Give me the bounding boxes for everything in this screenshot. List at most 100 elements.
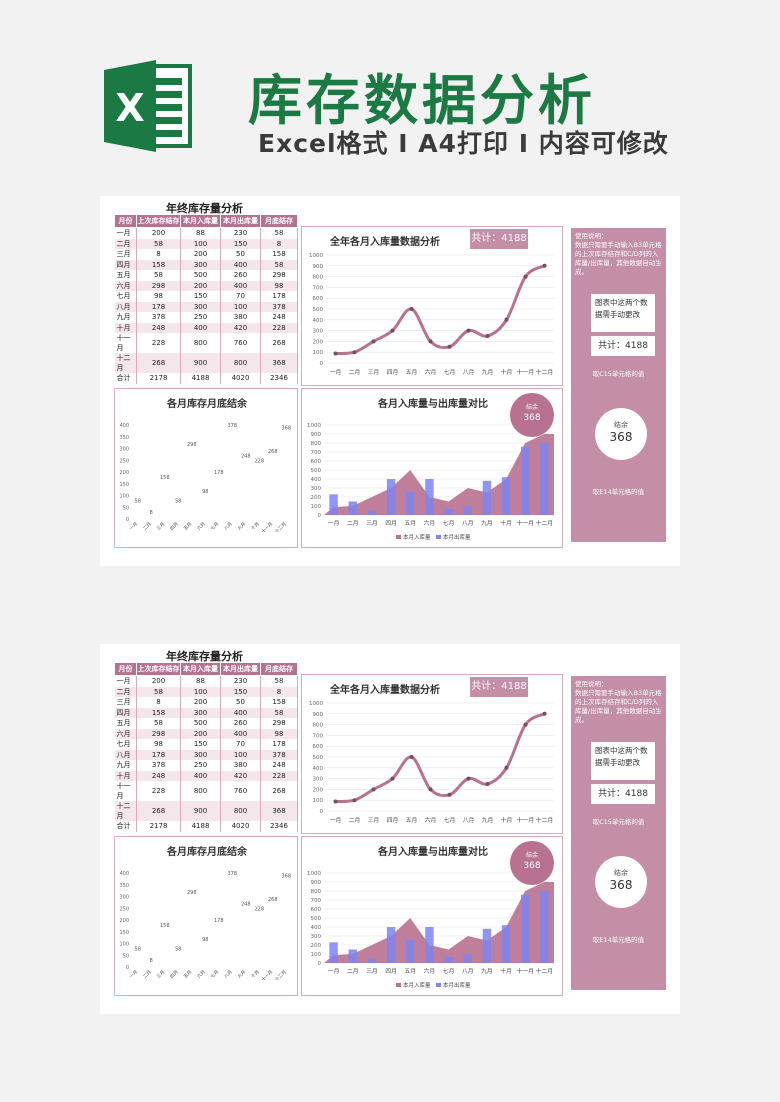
table-cell: 368 [260, 801, 298, 821]
x-tick-label: 十一月 [517, 368, 534, 376]
y-tick-label: 400 [313, 766, 324, 772]
legend-outbound: 本月出库量 [443, 533, 471, 541]
data-point [447, 344, 452, 349]
x-tick-label: 四月 [385, 968, 397, 975]
bubble-label: 结余 [526, 851, 538, 859]
y-tick-label: 0 [126, 517, 129, 523]
y-tick-label: 600 [313, 296, 324, 302]
y-tick-label: 900 [313, 264, 324, 270]
table-cell: 400 [220, 259, 261, 270]
table-cell: 800 [180, 781, 221, 801]
total-box: 共计：4188 [470, 229, 528, 249]
table-row: 一月 200 88 230 58 [114, 227, 298, 239]
legend-swatch-outbound [436, 983, 441, 987]
y-tick-label: 700 [313, 285, 324, 291]
bar-value-label: 158 [160, 475, 170, 481]
bar [254, 913, 264, 967]
table-cell: 七月 [114, 291, 137, 302]
line-chart: 0 100 200 300 400 500 600 700 800 900 1000 一月 二月 三月 四月… [309, 701, 554, 824]
x-tick-label: 十月 [501, 816, 513, 824]
table-cell: 268 [260, 781, 298, 801]
x-tick-label: 九月 [236, 520, 247, 531]
table-cell: 760 [220, 781, 261, 801]
table-cell: 150 [220, 686, 261, 697]
table-cell: 300 [180, 301, 221, 312]
x-tick-label: 三月 [156, 969, 167, 980]
table-cell: 298 [260, 718, 298, 729]
table-row: 四月 158 300 400 58 [114, 259, 298, 270]
y-tick-label: 0 [320, 361, 324, 367]
table-cell: 150 [180, 291, 221, 302]
bar-value-label: 248 [241, 454, 251, 460]
bar [227, 430, 237, 519]
y-tick-label: 400 [119, 871, 129, 877]
x-tick-label: 四月 [387, 817, 399, 824]
x-tick-label: 六月 [195, 520, 206, 531]
table-cell: 150 [220, 238, 261, 249]
total-box: 共计：4188 [470, 677, 528, 697]
table-cell: 248 [136, 770, 181, 781]
table-cell: 58 [260, 707, 298, 718]
balance-label: 结余 [614, 869, 628, 877]
table-cell: 98 [260, 280, 298, 291]
table-cell: 十一月 [114, 333, 137, 353]
table-cell: 2178 [136, 373, 181, 384]
data-point [504, 765, 509, 770]
instructions-sidebar: 使用说明： 数据只需要手动输入B3单元格的上次库存结存和C/D列的入库量/出库量… [571, 676, 666, 990]
inbound-line [334, 264, 546, 356]
x-tick-label: 七月 [209, 968, 220, 979]
outbound-bar [386, 479, 396, 515]
outbound-bar [501, 477, 511, 515]
table-row: 七月 98 150 70 178 [114, 739, 298, 750]
outbound-bar [367, 510, 377, 515]
table-cell: 三月 [114, 249, 137, 260]
balance-bubble [510, 841, 554, 885]
x-tick-label: 七月 [444, 368, 456, 376]
table-cell: 4020 [220, 821, 261, 832]
x-tick-label: 一月 [129, 521, 140, 532]
y-tick-label: 600 [311, 907, 322, 913]
table-cell: 70 [220, 291, 261, 302]
table-cell: 178 [260, 291, 298, 302]
x-tick-label: 四月 [169, 521, 180, 532]
table-cell: 500 [180, 718, 221, 729]
table-cell: 298 [260, 270, 298, 281]
table-cell: 900 [180, 801, 221, 821]
y-tick-label: 300 [311, 934, 322, 940]
y-tick-label: 350 [119, 883, 129, 889]
column-header: 月底结存 [260, 662, 298, 676]
data-point [466, 776, 471, 781]
bar [241, 460, 251, 519]
bar-value-label: 58 [135, 498, 141, 504]
y-tick-label: 400 [311, 925, 322, 931]
y-tick-label: 1000 [309, 253, 323, 259]
table-cell: 五月 [114, 718, 137, 729]
bar-value-label: 268 [268, 449, 278, 455]
balance-bubble [510, 393, 554, 437]
inventory-table-panel: 年终库存量分析 月份 上次库存结存 本月入库量 本月出库量 月底结存 一月 200 88 230 5… [100, 644, 300, 834]
bar-value-label: 298 [187, 890, 197, 896]
y-tick-label: 100 [313, 350, 324, 356]
table-cell: 378 [136, 760, 181, 771]
outbound-bar [540, 891, 549, 963]
table-cell: 8 [260, 238, 298, 249]
y-tick-label: 200 [313, 339, 324, 345]
bar [241, 908, 251, 967]
bar [200, 943, 210, 967]
outbound-bar [406, 491, 415, 515]
table-row: 合计 2178 4188 4020 2346 [114, 373, 298, 384]
table-cell: 248 [260, 760, 298, 771]
bar [160, 929, 170, 967]
column-header: 本月出库量 [220, 662, 261, 676]
y-tick-label: 700 [311, 450, 322, 456]
balance-note: 取E14单元格的值 [592, 936, 645, 944]
outbound-bar [425, 479, 434, 515]
x-tick-label: 一月 [330, 817, 342, 824]
balance-circle: 结余 368 [595, 856, 647, 908]
table-cell: 合计 [114, 373, 137, 384]
table-cell: 800 [220, 801, 261, 821]
table-cell: 88 [180, 675, 221, 687]
table-cell: 2346 [260, 373, 298, 384]
y-tick-label: 800 [313, 275, 324, 281]
table-row: 六月 298 200 400 98 [114, 280, 298, 291]
